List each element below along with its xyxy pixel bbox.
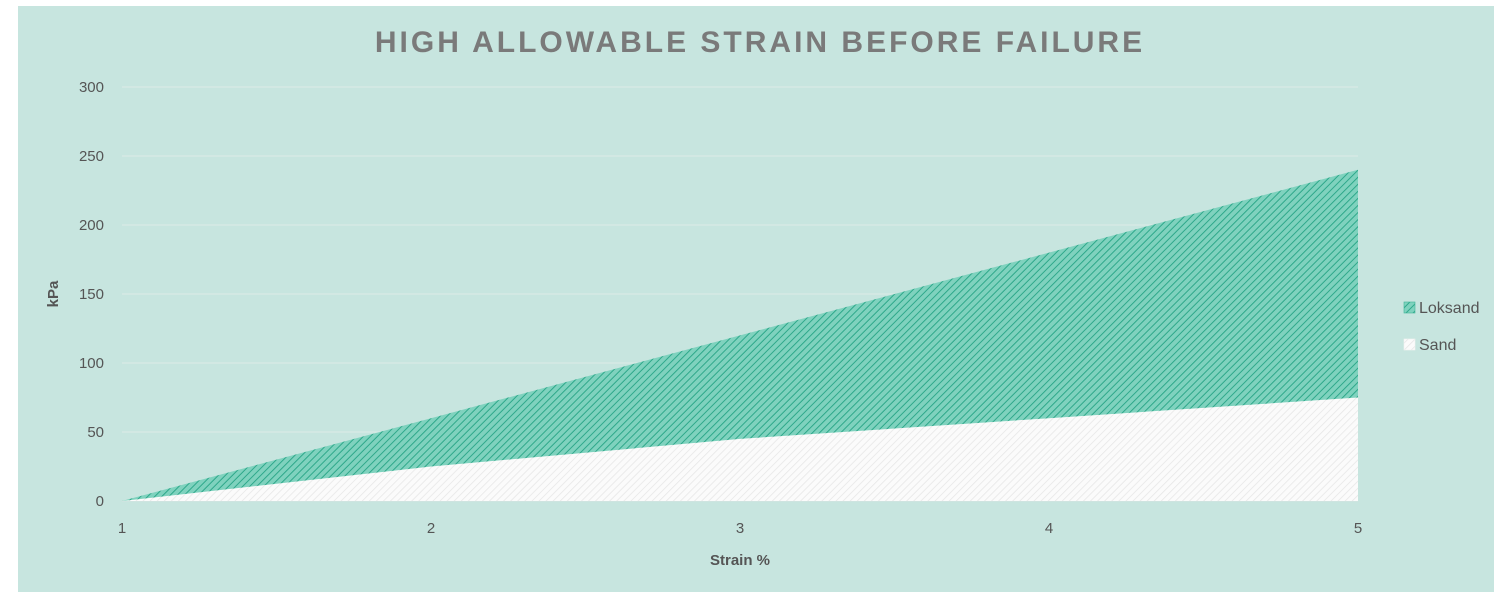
- legend-swatch-sand: [1403, 338, 1416, 351]
- x-tick-label: 2: [427, 520, 435, 537]
- y-tick-label: 0: [96, 493, 104, 510]
- legend: Loksand Sand: [1403, 300, 1480, 354]
- y-tick-label: 50: [87, 424, 104, 441]
- y-tick-labels: 0 50 100 150 200 250 300: [79, 79, 104, 510]
- y-tick-label: 300: [79, 79, 104, 96]
- y-tick-label: 100: [79, 355, 104, 372]
- legend-label-sand: Sand: [1419, 337, 1456, 354]
- y-tick-label: 250: [79, 148, 104, 165]
- legend-label-loksand: Loksand: [1419, 300, 1480, 317]
- area-series: [122, 169, 1358, 502]
- x-tick-label: 4: [1045, 520, 1053, 537]
- y-tick-label: 150: [79, 286, 104, 303]
- chart-title: HIGH ALLOWABLE STRAIN BEFORE FAILURE: [375, 26, 1145, 59]
- y-axis-title: kPa: [45, 280, 62, 307]
- area-sand: [122, 397, 1358, 501]
- x-tick-label: 3: [736, 520, 744, 537]
- y-tick-label: 200: [79, 217, 104, 234]
- x-axis-title: Strain %: [710, 552, 770, 569]
- x-tick-label: 5: [1354, 520, 1362, 537]
- legend-swatch-loksand: [1403, 301, 1416, 314]
- x-tick-label: 1: [118, 520, 126, 537]
- x-tick-labels: 1 2 3 4 5: [118, 520, 1362, 537]
